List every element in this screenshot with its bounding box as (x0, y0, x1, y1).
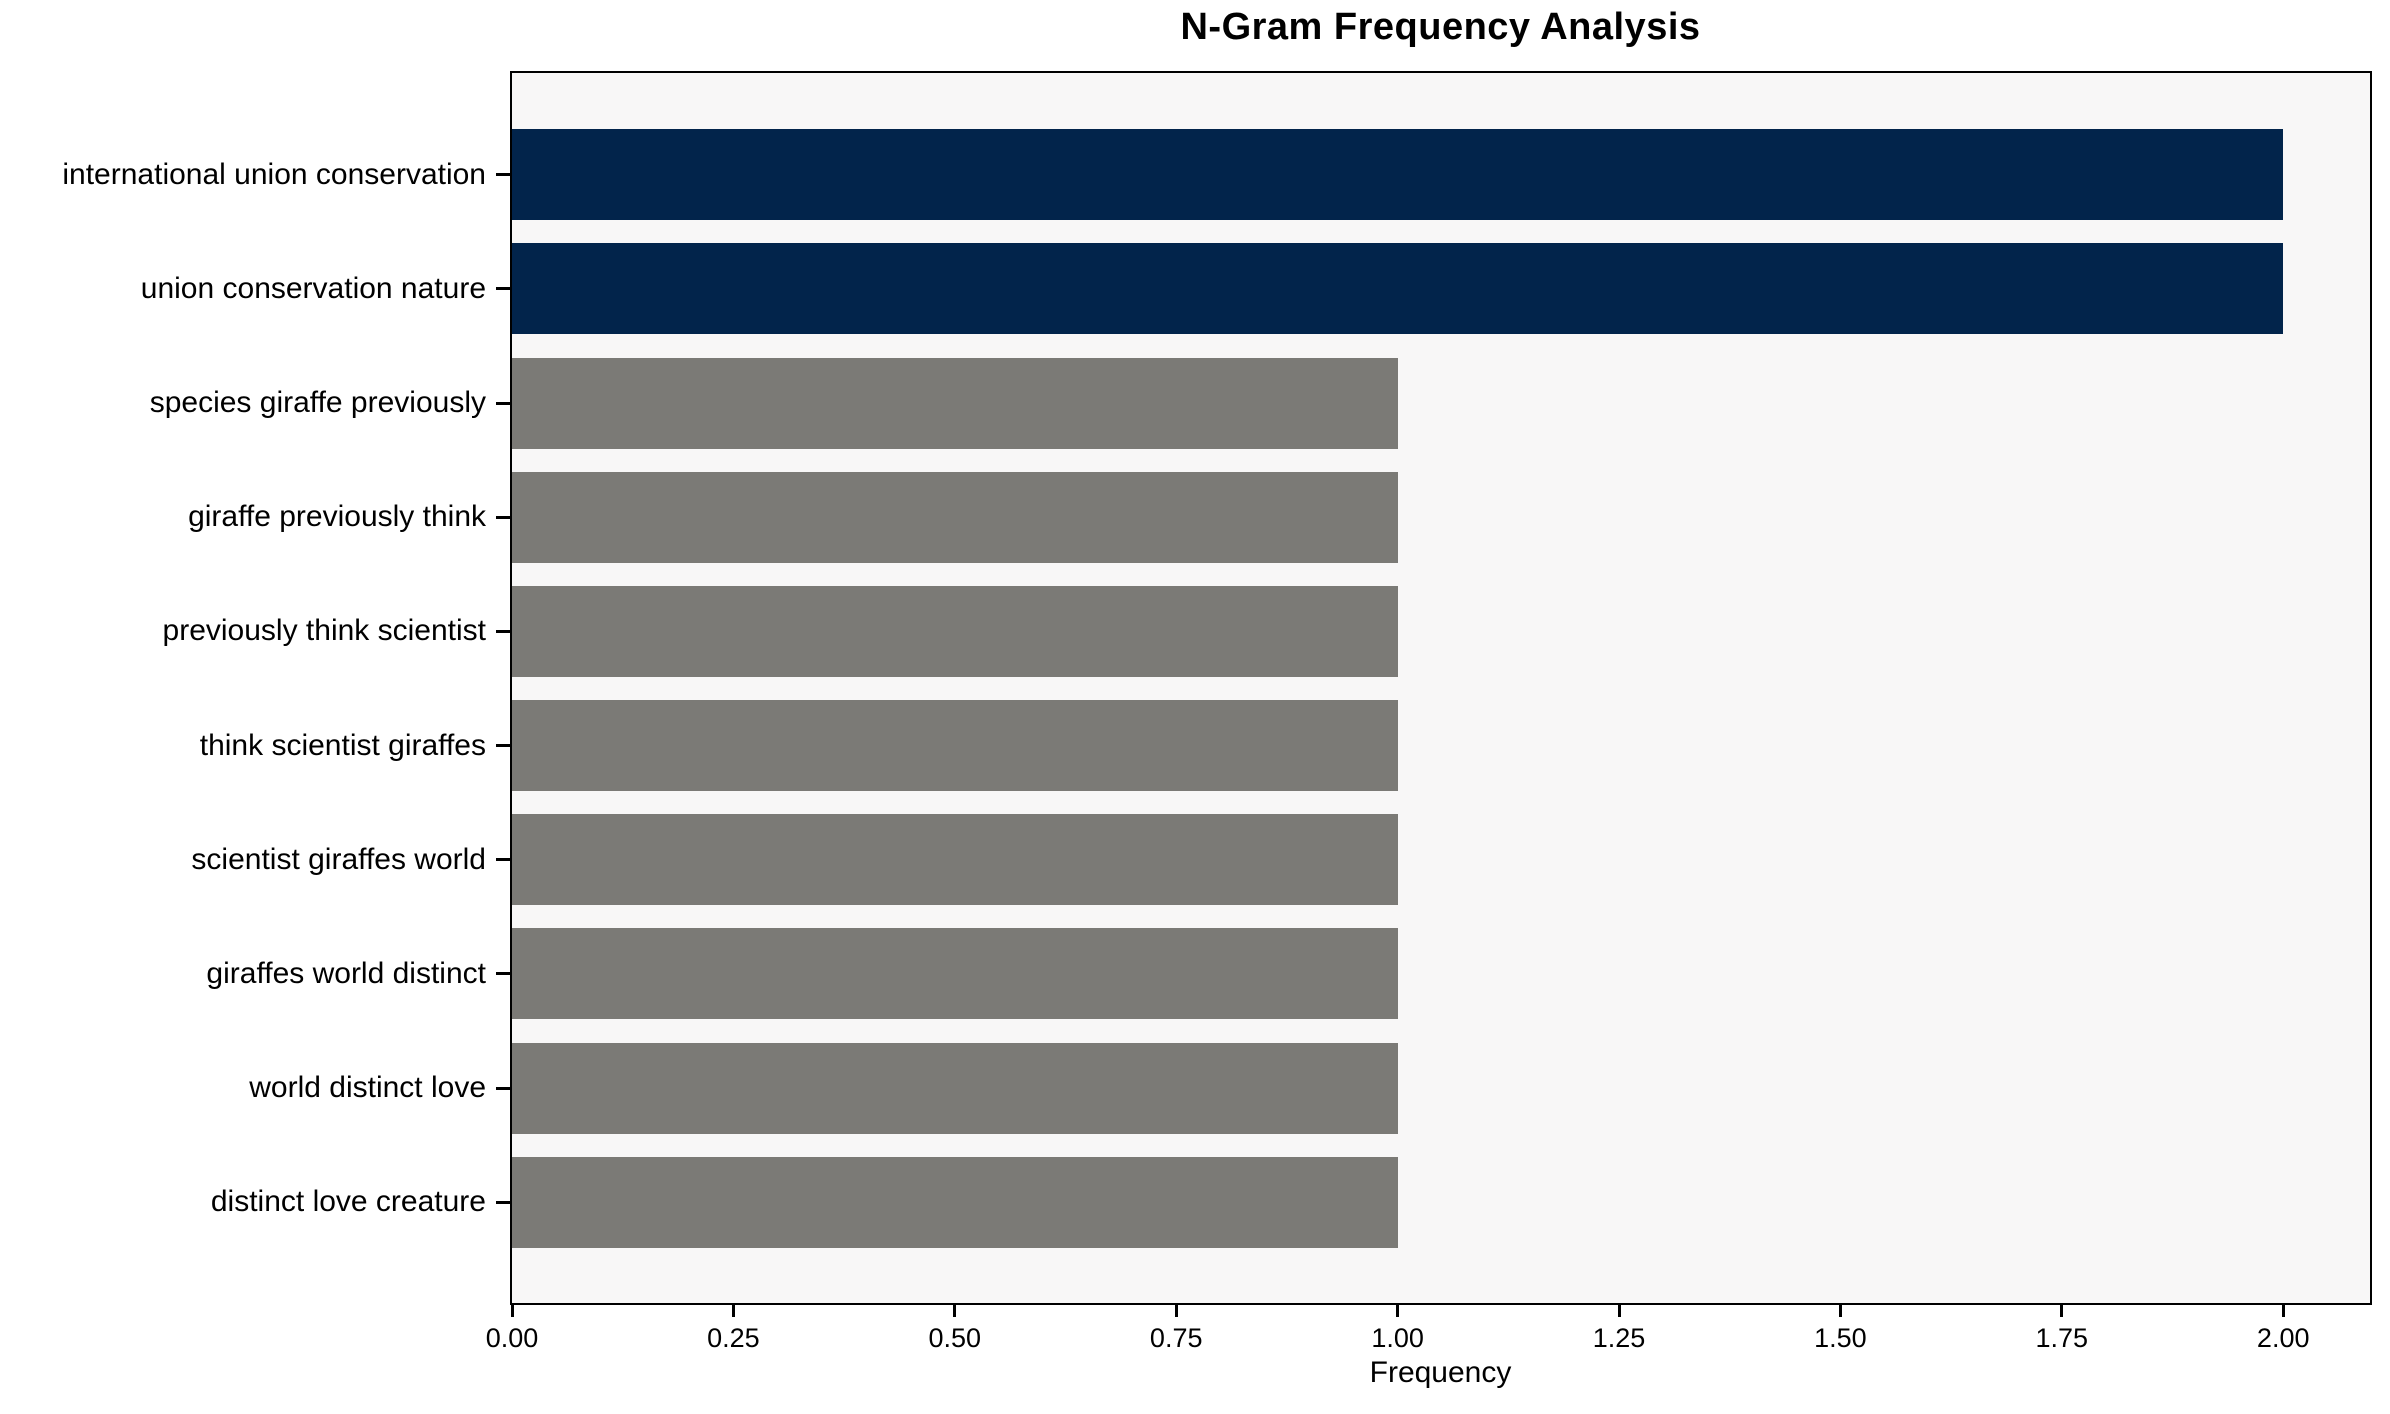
x-axis-tick-label: 1.50 (1814, 1323, 1867, 1353)
x-axis-tick (731, 1303, 735, 1317)
bar (512, 585, 1398, 677)
bar (512, 243, 2284, 335)
y-axis-tick (496, 287, 512, 291)
y-axis-tick (496, 858, 512, 862)
y-axis-tick-label: world distinct love (249, 1071, 486, 1105)
y-axis-tick (496, 1200, 512, 1204)
y-axis-tick (496, 1086, 512, 1090)
y-axis-tick-label: union conservation nature (140, 271, 486, 305)
x-axis-tick-label: 1.00 (1371, 1323, 1424, 1353)
y-axis-tick-label: scientist giraffes world (191, 842, 486, 876)
bar (512, 357, 1398, 449)
bar (512, 129, 2284, 221)
y-axis-tick (496, 173, 512, 177)
x-axis-tick-label: 1.75 (2035, 1323, 2089, 1353)
x-axis-tick (510, 1303, 514, 1317)
x-axis-tick-label: 0.00 (485, 1323, 539, 1353)
y-axis-tick (496, 515, 512, 519)
y-axis-tick-label: distinct love creature (210, 1185, 486, 1219)
bar (512, 1042, 1398, 1134)
x-axis-tick (2060, 1303, 2064, 1317)
chart-title: N-Gram Frequency Analysis (1180, 6, 1701, 48)
y-axis-tick-label: international union conservation (62, 157, 486, 191)
x-axis-tick (2281, 1303, 2285, 1317)
y-axis-tick (496, 401, 512, 405)
y-axis-tick (496, 629, 512, 633)
x-axis-tick (953, 1303, 957, 1317)
y-axis-tick (496, 972, 512, 976)
x-axis-tick-label: 0.75 (1149, 1323, 1203, 1353)
y-axis-tick-label: giraffe previously think (188, 500, 486, 534)
bar (512, 814, 1398, 906)
y-axis-tick-label: species giraffe previously (149, 386, 486, 420)
bar (512, 471, 1398, 563)
bar (512, 700, 1398, 792)
x-axis-tick (1838, 1303, 1842, 1317)
x-axis-tick-label: 1.25 (1592, 1323, 1646, 1353)
bar (512, 1156, 1398, 1248)
x-axis-tick-label: 2.00 (2256, 1323, 2310, 1353)
x-axis-tick-label: 0.25 (707, 1323, 760, 1353)
x-axis-label: Frequency (1369, 1356, 1512, 1389)
x-axis-tick-label: 0.50 (928, 1323, 982, 1353)
y-axis-tick (496, 744, 512, 748)
y-axis-tick-label: giraffes world distinct (206, 956, 486, 990)
y-axis-tick-label: think scientist giraffes (199, 728, 486, 762)
x-axis-tick (1396, 1303, 1400, 1317)
plot-area (510, 71, 2372, 1305)
bar (512, 928, 1398, 1020)
x-axis-tick (1174, 1303, 1178, 1317)
y-axis-tick-label: previously think scientist (162, 614, 486, 648)
x-axis-tick (1617, 1303, 1621, 1317)
